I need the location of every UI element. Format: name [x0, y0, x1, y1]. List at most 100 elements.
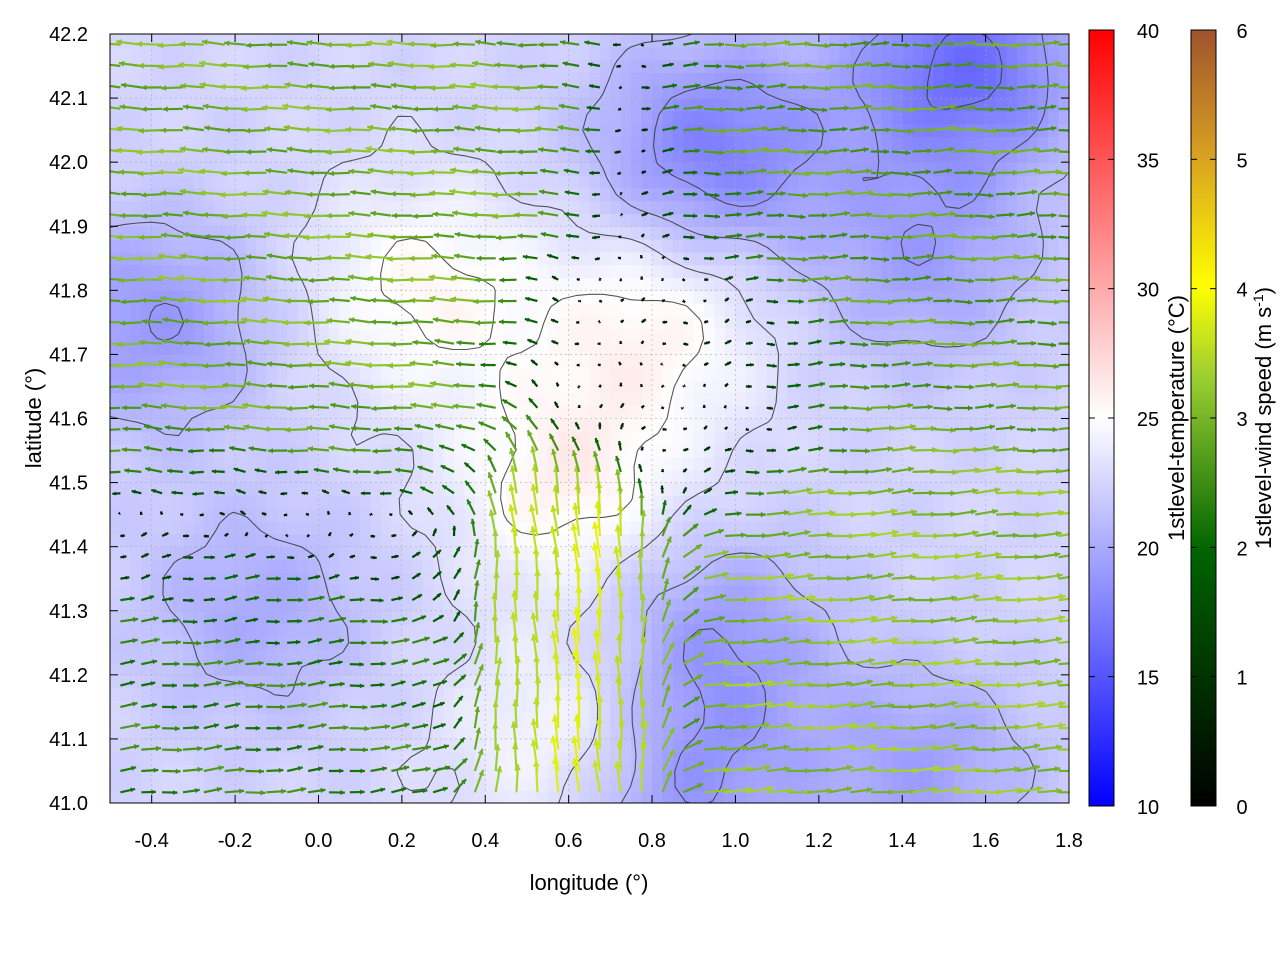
temperature-cell: [839, 367, 851, 381]
temperature-cell: [912, 392, 924, 407]
temperature-cell: [943, 726, 955, 740]
temperature-cell: [620, 290, 632, 304]
temperature-cell: [766, 341, 778, 356]
temperature-cell: [943, 98, 955, 112]
temperature-cell: [360, 713, 372, 727]
temperature-cell: [923, 713, 935, 727]
temperature-cell: [777, 98, 789, 112]
temperature-cell: [495, 239, 507, 253]
temperature-cell: [725, 726, 737, 740]
temperature-cell: [412, 636, 424, 650]
temperature-cell: [151, 110, 163, 125]
temperature-cell: [808, 290, 820, 304]
temperature-cell: [443, 533, 455, 548]
temperature-cell: [870, 290, 882, 304]
temperature-cell: [923, 380, 935, 394]
temperature-cell: [975, 597, 987, 612]
temperature-cell: [506, 623, 518, 638]
temperature-cell: [652, 726, 664, 740]
temperature-cell: [443, 303, 455, 317]
temperature-cell: [245, 110, 257, 125]
temperature-cell: [610, 764, 622, 778]
temperature-cell: [652, 790, 664, 803]
temperature-cell: [245, 444, 257, 458]
temperature-cell: [839, 649, 851, 663]
temperature-cell: [412, 162, 424, 176]
temperature-cell: [579, 585, 591, 599]
temperature-cell: [130, 713, 142, 727]
temperature-cell: [672, 264, 684, 279]
temperature-cell: [287, 200, 299, 215]
temperature-cell: [558, 559, 570, 573]
temperature-cell: [474, 751, 486, 766]
temperature-cell: [235, 623, 247, 638]
temperature-cell: [912, 418, 924, 432]
temperature-cell: [589, 444, 601, 458]
temperature-cell: [568, 226, 580, 240]
temperature-cell: [276, 367, 288, 381]
temperature-cell: [881, 341, 893, 356]
temperature-cell: [902, 431, 914, 445]
temperature-cell: [839, 623, 851, 638]
temperature-cell: [422, 457, 434, 471]
temperature-cell: [933, 341, 945, 356]
temperature-cell: [339, 713, 351, 727]
temperature-cell: [516, 418, 528, 432]
temperature-cell: [183, 533, 195, 548]
temperature-cell: [120, 264, 132, 279]
temperature-cell: [652, 418, 664, 432]
temperature-cell: [255, 213, 267, 227]
temperature-cell: [902, 662, 914, 676]
temperature-cell: [183, 213, 195, 227]
temperature-cell: [193, 239, 205, 253]
temperature-cell: [224, 226, 236, 240]
temperature-cell: [714, 726, 726, 740]
temperature-cell: [870, 469, 882, 484]
temperature-cell: [881, 110, 893, 125]
temperature-cell: [391, 59, 403, 74]
temperature-cell: [245, 149, 257, 163]
temperature-cell: [641, 521, 653, 535]
temperature-cell: [662, 59, 674, 74]
temperature-cell: [203, 354, 215, 368]
temperature-cell: [870, 405, 882, 420]
temperature-cell: [620, 636, 632, 650]
temperature-cell: [308, 303, 320, 317]
temperature-cell: [839, 213, 851, 227]
temperature-cell: [631, 341, 643, 356]
temperature-cell: [579, 597, 591, 612]
temperature-cell: [683, 636, 695, 650]
temperature-cell: [527, 380, 539, 394]
temperature-cell: [183, 123, 195, 138]
temperature-cell: [224, 72, 236, 86]
temperature-cell: [652, 444, 664, 458]
temperature-cell: [443, 367, 455, 381]
temperature-cell: [547, 110, 559, 125]
temperature-cell: [381, 790, 393, 803]
temperature-cell: [235, 585, 247, 599]
temperature-cell: [777, 341, 789, 356]
temperature-cell: [172, 316, 184, 330]
temperature-cell: [537, 175, 549, 189]
temperature-cell: [422, 508, 434, 522]
temperature-cell: [850, 136, 862, 150]
temperature-cell: [756, 239, 768, 253]
temperature-cell: [725, 418, 737, 432]
temperature-cell: [516, 469, 528, 484]
temperature-cell: [203, 59, 215, 74]
temperature-cell: [881, 751, 893, 766]
temperature-cell: [850, 328, 862, 343]
temperature-cell: [454, 98, 466, 112]
temperature-cell: [933, 149, 945, 163]
temperature-cell: [568, 585, 580, 599]
temperature-cell: [683, 726, 695, 740]
temperature-cell: [672, 649, 684, 663]
temperature-cell: [422, 777, 434, 791]
temperature-cell: [798, 469, 810, 484]
temperature-cell: [818, 764, 830, 778]
temperature-cell: [891, 674, 903, 689]
temperature-cell: [391, 610, 403, 625]
temperature-cell: [328, 444, 340, 458]
